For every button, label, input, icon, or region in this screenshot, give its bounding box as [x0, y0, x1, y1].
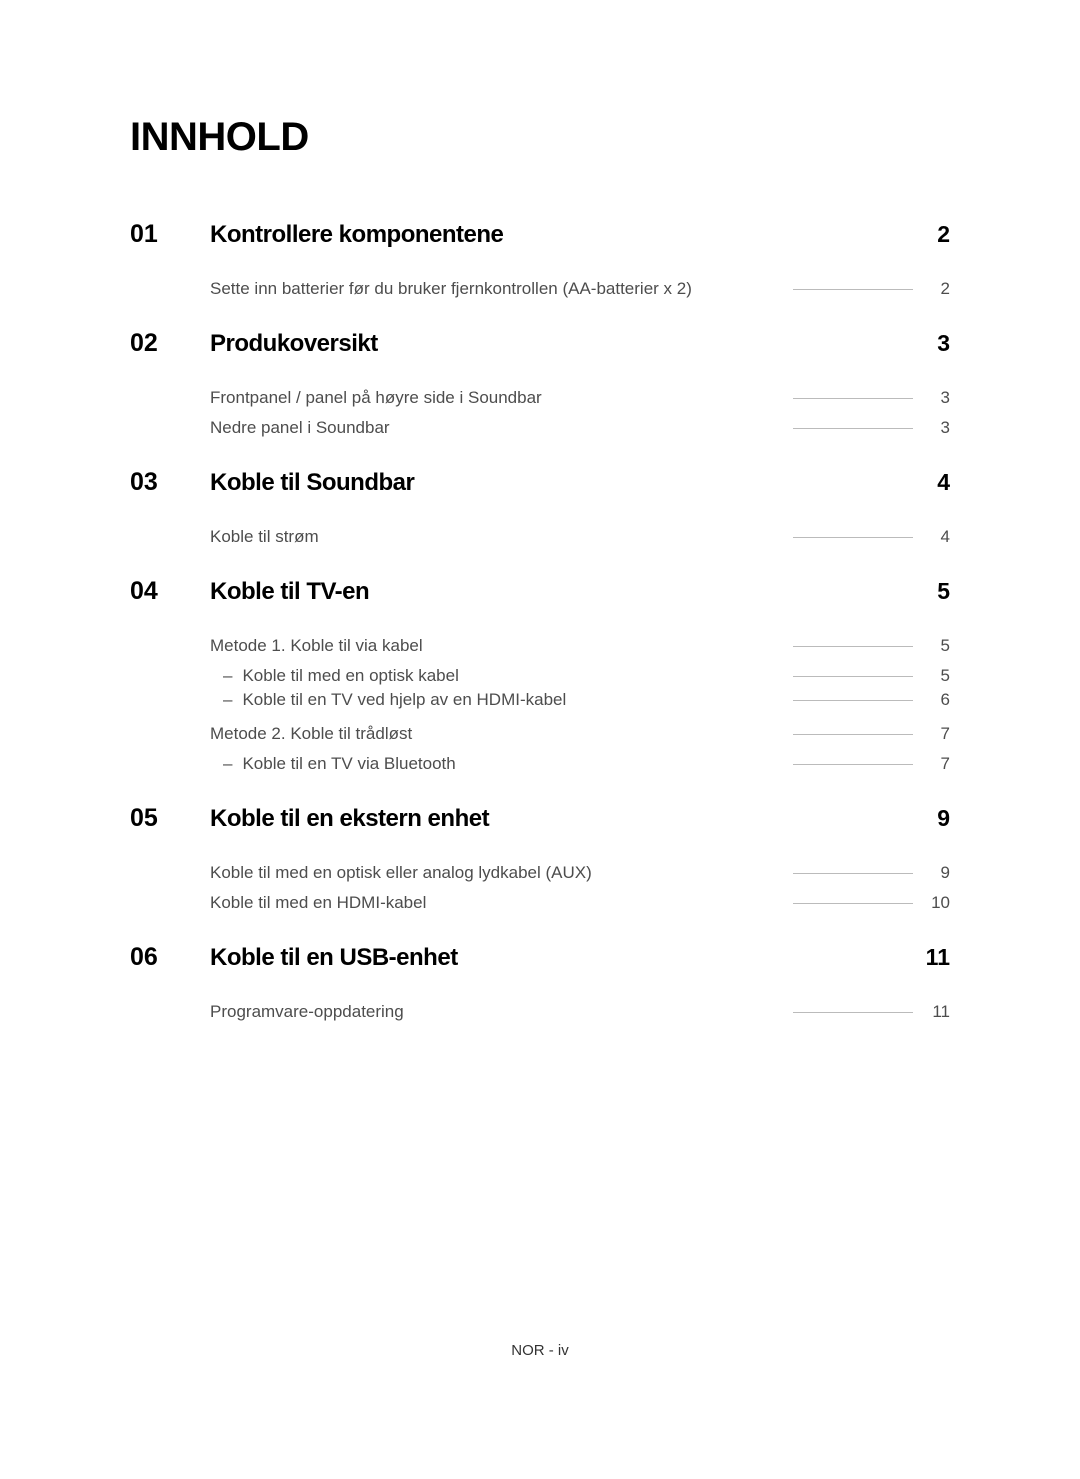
toc-sub-title: Metode 2. Koble til trådløst	[210, 724, 412, 744]
toc-subsection-area: Sette inn batterier før du bruker fjernk…	[210, 279, 950, 299]
toc-subsub-title: Koble til en TV via Bluetooth	[242, 754, 455, 774]
toc-sub-title: Koble til med en optisk eller analog lyd…	[210, 863, 592, 883]
page-footer: NOR - iv	[0, 1342, 1080, 1359]
leader-line	[793, 428, 913, 429]
toc-subsub-title: Koble til med en optisk kabel	[242, 666, 458, 686]
toc-subsub-row: –Koble til en TV ved hjelp av en HDMI-ka…	[210, 690, 950, 710]
toc-section-title: Koble til en USB-enhet	[210, 944, 920, 972]
toc-sub-row: Koble til strøm 4	[210, 527, 950, 547]
leader-line	[793, 676, 913, 677]
page-title: INNHOLD	[130, 115, 950, 160]
toc-subsub-row: –Koble til med en optisk kabel 5	[210, 666, 950, 686]
toc-section-number: 04	[130, 577, 210, 606]
toc-group: Metode 2. Koble til trådløst7–Koble til …	[210, 724, 950, 774]
toc-sub-page: 7	[928, 724, 950, 744]
toc-sub-row: Metode 2. Koble til trådløst 7	[210, 724, 950, 744]
table-of-contents: 01Kontrollere komponentene2Sette inn bat…	[130, 220, 950, 1022]
toc-sub-row: Programvare-oppdatering 11	[210, 1002, 950, 1022]
toc-section: 05Koble til en ekstern enhet9Koble til m…	[130, 804, 950, 913]
toc-section-title: Koble til en ekstern enhet	[210, 805, 920, 833]
leader-line	[793, 700, 913, 701]
toc-sub-page: 9	[928, 863, 950, 883]
toc-section-title: Produkoversikt	[210, 330, 920, 358]
toc-sub-title: Koble til med en HDMI-kabel	[210, 893, 426, 913]
leader-line	[793, 903, 913, 904]
toc-section-header: 02Produkoversikt3	[130, 329, 950, 358]
toc-sub-title: Programvare-oppdatering	[210, 1002, 404, 1022]
toc-subsection-area: Programvare-oppdatering 11	[210, 1002, 950, 1022]
toc-sub-page: 11	[928, 1002, 950, 1022]
toc-section-title: Koble til TV-en	[210, 578, 920, 606]
toc-subsection-area: Koble til med en optisk eller analog lyd…	[210, 863, 950, 913]
toc-section-number: 01	[130, 220, 210, 249]
toc-sub-page: 4	[928, 527, 950, 547]
toc-section-header: 04Koble til TV-en5	[130, 577, 950, 606]
toc-sub-page: 10	[928, 893, 950, 913]
toc-subsub-page: 5	[928, 666, 950, 686]
toc-section-number: 03	[130, 468, 210, 497]
toc-section-number: 06	[130, 943, 210, 972]
leader-line	[793, 289, 913, 290]
leader-line	[793, 646, 913, 647]
toc-sub-row: Koble til med en optisk eller analog lyd…	[210, 863, 950, 883]
toc-section-header: 03Koble til Soundbar4	[130, 468, 950, 497]
toc-section-page: 3	[920, 330, 950, 357]
toc-sub-title: Nedre panel i Soundbar	[210, 418, 390, 438]
toc-group: Metode 1. Koble til via kabel5–Koble til…	[210, 636, 950, 710]
toc-subsub-page: 7	[928, 754, 950, 774]
toc-sub-page: 3	[928, 388, 950, 408]
leader-line	[793, 398, 913, 399]
toc-sub-row: Koble til med en HDMI-kabel 10	[210, 893, 950, 913]
leader-line	[793, 537, 913, 538]
toc-sub-row: Frontpanel / panel på høyre side i Sound…	[210, 388, 950, 408]
toc-sub-title: Koble til strøm	[210, 527, 319, 547]
toc-section: 04Koble til TV-en5Metode 1. Koble til vi…	[130, 577, 950, 774]
toc-subsub-title: Koble til en TV ved hjelp av en HDMI-kab…	[242, 690, 566, 710]
toc-sub-row: Sette inn batterier før du bruker fjernk…	[210, 279, 950, 299]
toc-section-page: 2	[920, 221, 950, 248]
dash-icon: –	[223, 690, 232, 710]
toc-sub-title: Metode 1. Koble til via kabel	[210, 636, 423, 656]
toc-section: 03Koble til Soundbar4Koble til strøm4	[130, 468, 950, 547]
toc-section-page: 4	[920, 469, 950, 496]
dash-icon: –	[223, 666, 232, 686]
toc-subsection-area: Koble til strøm 4	[210, 527, 950, 547]
leader-line	[793, 1012, 913, 1013]
toc-sub-page: 3	[928, 418, 950, 438]
toc-section: 02Produkoversikt3Frontpanel / panel på h…	[130, 329, 950, 438]
toc-sub-title: Sette inn batterier før du bruker fjernk…	[210, 279, 692, 299]
toc-subsection-area: Metode 1. Koble til via kabel5–Koble til…	[210, 636, 950, 774]
toc-section-header: 05Koble til en ekstern enhet9	[130, 804, 950, 833]
toc-sub-page: 2	[928, 279, 950, 299]
leader-line	[793, 873, 913, 874]
dash-icon: –	[223, 754, 232, 774]
toc-sub-row: Metode 1. Koble til via kabel 5	[210, 636, 950, 656]
toc-subsub-page: 6	[928, 690, 950, 710]
toc-section-number: 05	[130, 804, 210, 833]
toc-subsub-row: –Koble til en TV via Bluetooth 7	[210, 754, 950, 774]
toc-section-page: 5	[920, 578, 950, 605]
leader-line	[793, 764, 913, 765]
toc-section-page: 11	[920, 944, 950, 971]
toc-section-page: 9	[920, 805, 950, 832]
toc-sub-title: Frontpanel / panel på høyre side i Sound…	[210, 388, 542, 408]
toc-section-title: Kontrollere komponentene	[210, 221, 920, 249]
toc-section-header: 06Koble til en USB-enhet11	[130, 943, 950, 972]
toc-section-header: 01Kontrollere komponentene2	[130, 220, 950, 249]
toc-sub-page: 5	[928, 636, 950, 656]
toc-section: 01Kontrollere komponentene2Sette inn bat…	[130, 220, 950, 299]
leader-line	[793, 734, 913, 735]
toc-subsection-area: Frontpanel / panel på høyre side i Sound…	[210, 388, 950, 438]
toc-sub-row: Nedre panel i Soundbar 3	[210, 418, 950, 438]
toc-section: 06Koble til en USB-enhet11Programvare-op…	[130, 943, 950, 1022]
toc-section-title: Koble til Soundbar	[210, 469, 920, 497]
toc-section-number: 02	[130, 329, 210, 358]
